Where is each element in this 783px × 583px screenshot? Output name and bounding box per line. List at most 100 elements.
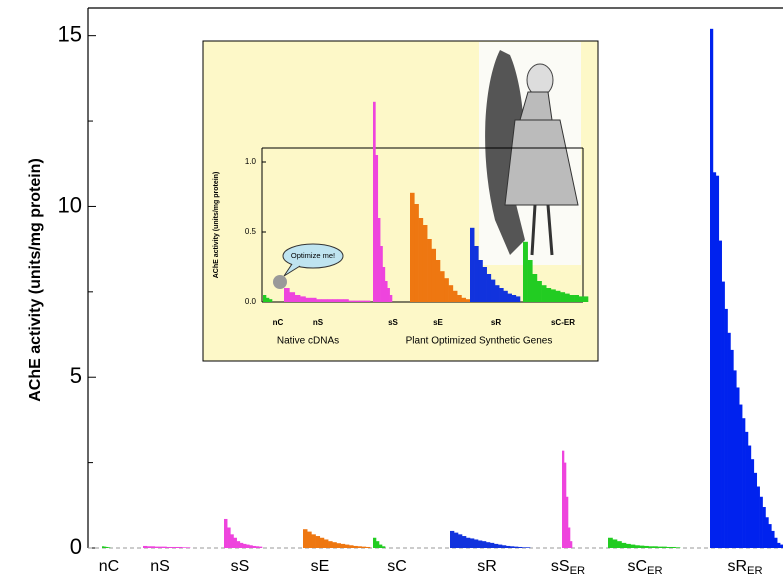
- category-name: nC: [99, 558, 119, 575]
- bar: [671, 546, 676, 548]
- callout-text: Optimize me!: [291, 251, 335, 260]
- bar: [340, 543, 346, 548]
- bar: [431, 248, 437, 302]
- bar: [332, 542, 337, 548]
- group-caption: Plant Optimized Synthetic Genes: [406, 336, 553, 347]
- illustration-head: [526, 63, 554, 97]
- bar: [578, 296, 584, 302]
- bar: [724, 308, 728, 548]
- bar: [410, 192, 415, 302]
- bar: [774, 537, 778, 548]
- bar: [523, 241, 528, 302]
- bar: [747, 445, 752, 548]
- bar: [249, 545, 253, 548]
- bar: [666, 546, 672, 548]
- bar: [465, 299, 471, 302]
- x-category-label: sC-ER: [551, 318, 575, 327]
- bar: [327, 299, 333, 302]
- bar: [377, 218, 381, 302]
- y-tick-label: 0.0: [245, 297, 257, 306]
- bar: [182, 547, 187, 548]
- bar: [662, 546, 667, 548]
- y-tick-label: 10: [58, 192, 82, 217]
- x-category-label: sC: [387, 558, 407, 575]
- bar: [768, 524, 772, 548]
- y-tick-label: 0.5: [245, 227, 257, 236]
- bar: [759, 496, 763, 548]
- bar: [570, 541, 573, 548]
- bar: [348, 300, 355, 302]
- bar: [303, 529, 308, 548]
- bar: [252, 545, 256, 548]
- bar: [365, 546, 371, 548]
- bar: [266, 297, 270, 302]
- bar: [550, 289, 556, 302]
- bar: [343, 299, 349, 302]
- bar: [780, 544, 783, 548]
- bar: [546, 288, 552, 302]
- bar: [461, 297, 467, 302]
- category-subscript: ER: [747, 565, 763, 577]
- bar: [143, 545, 148, 548]
- bar: [490, 279, 496, 302]
- bar: [482, 267, 487, 302]
- bar: [174, 546, 179, 548]
- bar: [243, 543, 247, 548]
- bar: [490, 542, 495, 548]
- bar: [742, 418, 746, 548]
- bar: [777, 542, 781, 548]
- bar: [657, 546, 663, 548]
- category-name: sR: [477, 558, 497, 575]
- category-name: sS: [388, 318, 398, 327]
- bar: [307, 531, 312, 548]
- illustration: [479, 42, 581, 265]
- bar: [357, 546, 362, 548]
- bar: [323, 539, 329, 548]
- category-name: sC-ER: [551, 318, 575, 327]
- bar: [736, 387, 740, 548]
- category-subscript: ER: [570, 565, 586, 577]
- x-category-label: sCER: [627, 558, 662, 577]
- y-tick-label: 15: [58, 21, 82, 46]
- bar: [462, 536, 467, 548]
- category-name: sE: [433, 318, 443, 327]
- x-category-label: nS: [150, 558, 170, 575]
- bar: [158, 546, 163, 548]
- category-name: sC: [387, 558, 407, 575]
- bar: [457, 295, 462, 302]
- bar: [733, 370, 737, 548]
- bar: [450, 530, 455, 548]
- bar: [380, 246, 383, 302]
- callout-tail: [283, 263, 301, 277]
- category-name: nS: [313, 318, 324, 327]
- category-name: sR: [491, 318, 501, 327]
- bar: [170, 546, 175, 548]
- bar: [382, 267, 386, 302]
- bar: [106, 546, 109, 548]
- bar: [321, 299, 328, 302]
- bar: [284, 288, 290, 302]
- bar: [364, 300, 371, 302]
- bar: [418, 218, 424, 302]
- category-name: sR: [727, 558, 747, 575]
- bar: [715, 175, 720, 548]
- bar: [452, 290, 458, 302]
- bar: [518, 546, 523, 548]
- inset-plot: 0.0 0.5 1.0 nC nS sS sE sR sC-ER: [245, 101, 589, 327]
- bar: [583, 296, 589, 302]
- bar: [564, 462, 567, 548]
- callout-icon: [273, 275, 287, 289]
- bar: [564, 293, 570, 302]
- bar: [454, 532, 459, 548]
- bar: [310, 297, 317, 302]
- y-tick-label: 1.0: [245, 157, 257, 166]
- bar: [349, 545, 354, 548]
- bar: [311, 534, 316, 548]
- bar: [239, 542, 244, 548]
- bar: [458, 534, 463, 548]
- bar: [507, 293, 512, 302]
- bar: [440, 271, 445, 302]
- x-category-label: sR: [477, 558, 497, 575]
- bar: [626, 543, 631, 548]
